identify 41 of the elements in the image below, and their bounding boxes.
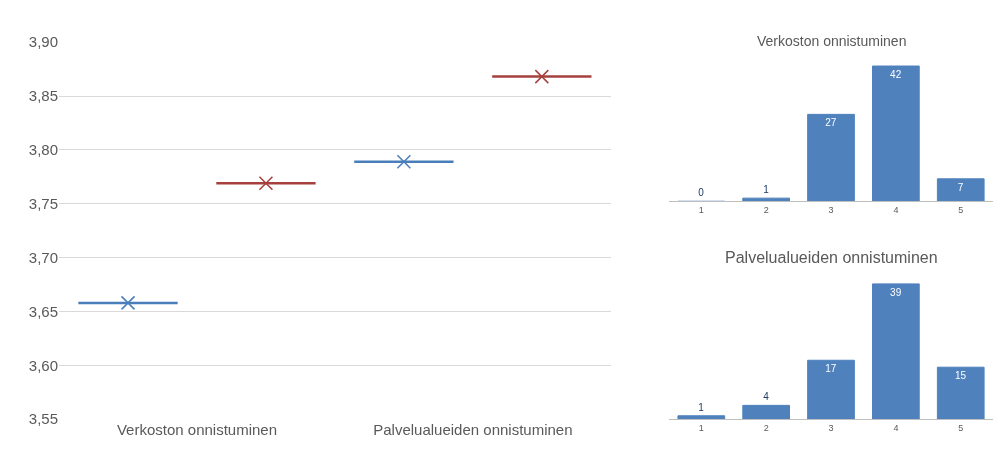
y-tick-label: 3,75 <box>28 195 59 212</box>
bar <box>807 113 855 202</box>
data-label: 1 <box>763 184 770 196</box>
data-label: 4 <box>763 391 770 403</box>
bar <box>936 178 985 202</box>
bar <box>807 359 855 420</box>
bar <box>872 283 920 420</box>
data-label: 27 <box>825 117 837 129</box>
x-tick-label: Palvelualueiden onnistuminen <box>373 421 573 439</box>
x-tick-label: 3 <box>828 205 834 216</box>
data-label: 0 <box>698 187 705 199</box>
data-label: 17 <box>825 363 837 375</box>
chart-title: Verkoston onnistuminen <box>757 33 907 49</box>
x-tick-label: 1 <box>698 205 704 216</box>
x-tick-label: 5 <box>958 423 964 434</box>
bar <box>677 415 726 420</box>
x-tick-label: 1 <box>698 423 704 434</box>
data-label: 1 <box>698 401 705 413</box>
bar <box>872 65 920 202</box>
x-tick-label: Verkoston onnistuminen <box>116 421 278 439</box>
y-tick-label: 3,55 <box>28 410 59 428</box>
bar <box>742 197 791 202</box>
y-tick-label: 3,70 <box>28 248 59 266</box>
x-tick-label: 2 <box>763 205 769 216</box>
x-tick-label: 5 <box>958 205 964 216</box>
bar <box>936 366 985 420</box>
bar <box>742 404 791 420</box>
y-tick-label: 3,85 <box>28 87 59 105</box>
y-tick-label: 3,65 <box>28 302 59 320</box>
y-tick-label: 3,60 <box>28 356 59 374</box>
y-tick-label: 3,90 <box>28 33 59 51</box>
x-tick-label: 2 <box>763 423 769 434</box>
data-label: 15 <box>954 370 967 382</box>
y-tick-label: 3,80 <box>28 141 59 159</box>
x-tick-label: 3 <box>828 423 834 434</box>
data-label: 7 <box>957 181 964 193</box>
chart-title: Palvelualueiden onnistuminen <box>725 249 938 266</box>
x-tick-label: 4 <box>893 205 899 216</box>
data-label: 39 <box>890 286 902 298</box>
data-label: 42 <box>890 69 902 81</box>
x-tick-label: 4 <box>893 423 899 434</box>
